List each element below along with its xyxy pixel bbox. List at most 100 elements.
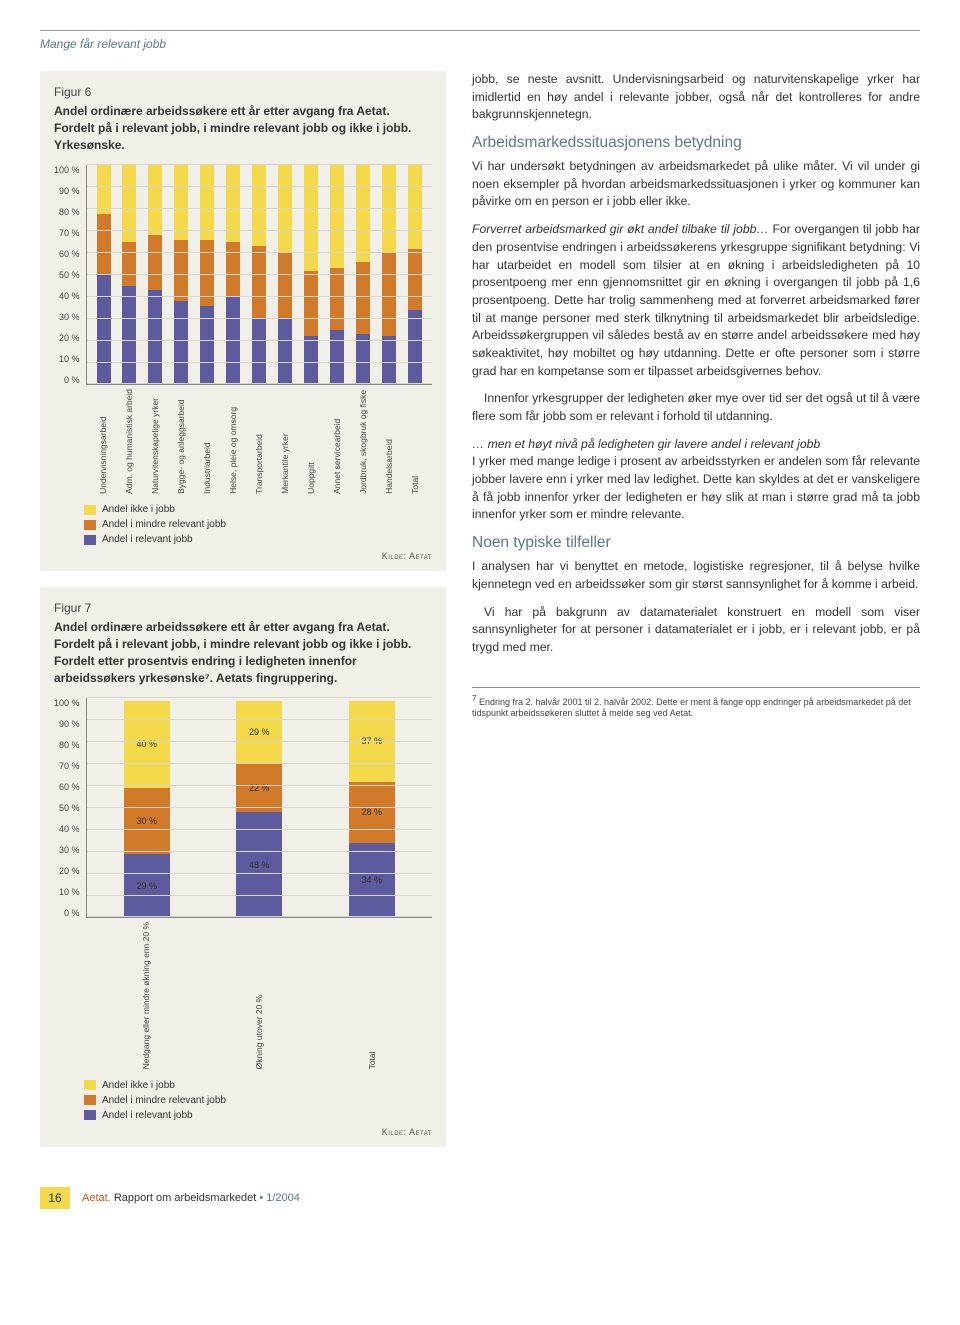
bar-segment: [304, 271, 318, 337]
ytick: 20 %: [59, 866, 80, 876]
xlabel: Bygge- og anleggsarbeid: [176, 389, 186, 494]
heading-arbeidsmarked: Arbeidsmarkedssituasjonens betydning: [472, 134, 920, 152]
legend-swatch: [84, 535, 96, 545]
footnote-text: Endring fra 2. halvår 2001 til 2. halvår…: [472, 697, 911, 719]
bar-segment: [382, 165, 396, 253]
running-title: Mange får relevant jobb: [40, 37, 920, 51]
legend-label: Andel i mindre relevant jobb: [102, 519, 226, 530]
bar-segment: [382, 253, 396, 336]
page-footer: 16 Aetat. Rapport om arbeidsmarkedet • 1…: [40, 1187, 920, 1209]
bar-value-label: 28 %: [361, 807, 382, 817]
figure6-panel: Figur 6 Andel ordinære arbeidssøkere ett…: [40, 71, 446, 571]
bar: [200, 165, 214, 384]
bar-segment: [252, 246, 266, 318]
legend-item: Andel i mindre relevant jobb: [84, 519, 432, 530]
bar-slot: [402, 165, 428, 384]
bar: [304, 165, 318, 384]
bar-segment: [408, 310, 422, 384]
ytick: 70 %: [59, 228, 80, 238]
bar-segment: [174, 165, 188, 239]
legend-item: Andel i relevant jobb: [84, 1110, 432, 1121]
bar-segment: [330, 268, 344, 329]
legend-label: Andel ikke i jobb: [102, 504, 175, 515]
page-number: 16: [40, 1187, 70, 1209]
bar-segment: [278, 165, 292, 253]
footnote-7: 7 Endring fra 2. halvår 2001 til 2. halv…: [472, 694, 920, 720]
bar-slot: 34 %28 %37 %: [316, 698, 428, 917]
bar-segment: [148, 290, 162, 384]
bar-slot: [272, 165, 298, 384]
bar-segment: [97, 165, 111, 213]
figure6-yaxis: 100 %90 %80 %70 %60 %50 %40 %30 %20 %10 …: [54, 165, 86, 385]
bar: [174, 165, 188, 384]
para-3b: Innenfor yrkesgrupper der ledigheten øke…: [472, 390, 920, 425]
legend-swatch: [84, 1080, 96, 1090]
bar-value-label: 34 %: [361, 875, 382, 885]
bar-segment: [356, 334, 370, 384]
figure6-title: Andel ordinære arbeidssøkere ett år ette…: [54, 103, 432, 153]
xlabel: Uoppgitt: [306, 389, 316, 494]
legend-swatch: [84, 1110, 96, 1120]
bar-slot: [194, 165, 220, 384]
bar-slot: [220, 165, 246, 384]
ytick: 20 %: [59, 333, 80, 343]
legend-swatch: [84, 1095, 96, 1105]
figure6-xaxis: UndervisningsarbeidAdm. og humanistisk a…: [86, 385, 432, 494]
bar-slot: [350, 165, 376, 384]
bar: [148, 165, 162, 384]
ytick: 80 %: [59, 740, 80, 750]
legend-label: Andel i relevant jobb: [102, 1110, 193, 1121]
heading-typiske: Noen typiske tilfeller: [472, 534, 920, 552]
ytick: 90 %: [59, 186, 80, 196]
bar-segment: [304, 165, 318, 270]
ytick: 0 %: [64, 908, 80, 918]
bar-segment: [174, 240, 188, 301]
bar: [408, 165, 422, 384]
legend-label: Andel ikke i jobb: [102, 1080, 175, 1091]
bar: [356, 165, 370, 384]
para-4: … men et høyt nivå på ledigheten gir lav…: [472, 436, 920, 524]
xlabel: Helse, pleie og omsorg: [228, 389, 238, 494]
bar-slot: [142, 165, 168, 384]
bar: [278, 165, 292, 384]
ytick: 10 %: [59, 887, 80, 897]
bar-segment: [97, 214, 111, 275]
bar-segment: [122, 286, 136, 385]
xlabel: Adm. og humanistisk arbeid: [124, 389, 134, 494]
bar: [122, 165, 136, 384]
ytick: 0 %: [64, 375, 80, 385]
para-4-body: I yrker med mange ledige i prosent av ar…: [472, 454, 920, 521]
ytick: 100 %: [54, 165, 80, 175]
bar-segment: [226, 297, 240, 385]
bar: [97, 165, 111, 384]
lead-4: … men et høyt nivå på ledigheten gir lav…: [472, 437, 820, 451]
legend-item: Andel ikke i jobb: [84, 504, 432, 515]
bar-slot: [246, 165, 272, 384]
bar-segment: [97, 275, 111, 385]
bar-slot: [376, 165, 402, 384]
bar-slot: [116, 165, 142, 384]
ytick: 70 %: [59, 761, 80, 771]
legend-label: Andel i relevant jobb: [102, 534, 193, 545]
bar-slot: [168, 165, 194, 384]
legend-label: Andel i mindre relevant jobb: [102, 1095, 226, 1106]
ytick: 60 %: [59, 782, 80, 792]
bar-segment: [356, 262, 370, 334]
footnote-num: 7: [472, 694, 476, 703]
para-5b: Vi har på bakgrunn av datamaterialet kon…: [472, 604, 920, 657]
para-5: I analysen har vi benyttet en metode, lo…: [472, 558, 920, 593]
figure7-lead: Figur 7: [54, 601, 432, 615]
legend-swatch: [84, 520, 96, 530]
figure7-legend: Andel ikke i jobb Andel i mindre relevant…: [54, 1080, 432, 1121]
bar-segment: [174, 301, 188, 384]
figure6-source: Kilde: Aetat: [54, 551, 432, 561]
para-3-body: For overgangen til jobb har den prosentv…: [472, 222, 920, 378]
figure7-xaxis: Nedgang eller mindre økning enn 20 %Økni…: [86, 918, 432, 1069]
bar-segment: [356, 165, 370, 261]
footer-issue: • 1/2004: [259, 1192, 300, 1204]
ytick: 50 %: [59, 803, 80, 813]
bar-slot: 48 %22 %29 %: [203, 698, 315, 917]
xlabel: Nedgang eller mindre økning enn 20 %: [141, 922, 151, 1069]
xlabel: Handelsarbeid: [384, 389, 394, 494]
xlabel: Industriarbeid: [202, 389, 212, 494]
